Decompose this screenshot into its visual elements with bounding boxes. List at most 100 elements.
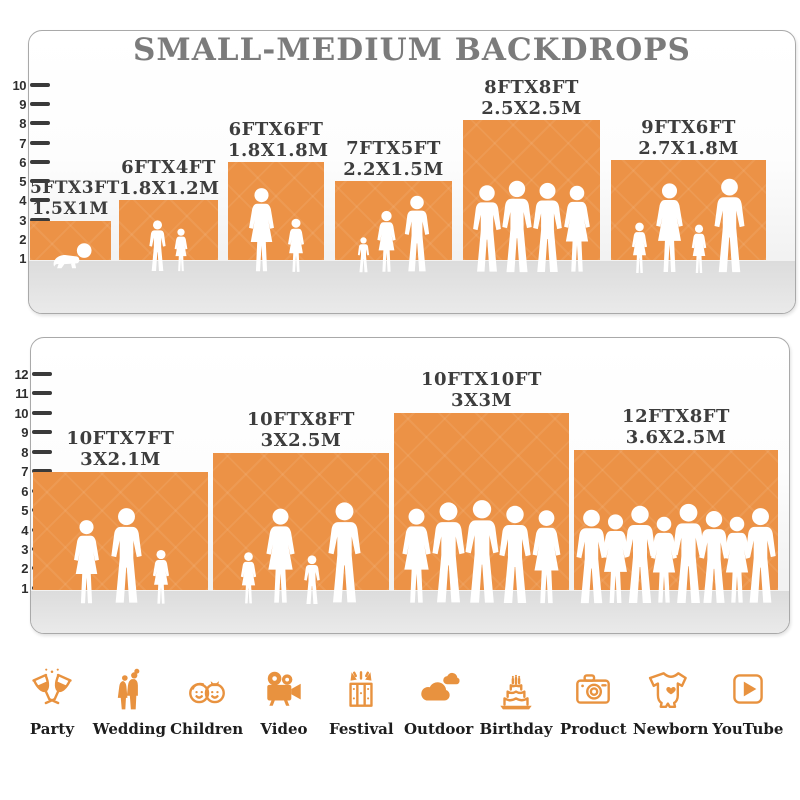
ruler-tick — [30, 120, 50, 126]
ruler-tick — [32, 429, 52, 435]
backdrop-rect-6x6 — [228, 162, 324, 260]
man-silhouette — [497, 505, 533, 605]
category-label: YouTube — [712, 720, 784, 738]
ruler-mark: 11 — [3, 386, 52, 401]
ruler-number: 9 — [19, 96, 26, 112]
man-silhouette — [463, 499, 501, 605]
backdrop-label: 10FTX8FT 3X2.5M — [213, 409, 389, 451]
category-wedding: Wedding — [91, 662, 167, 738]
backdrop-size-ft: 8FTX8FT — [484, 77, 579, 98]
people-silhouettes — [394, 499, 569, 605]
backdrop-label: 8FTX8FT 2.5X2.5M — [463, 77, 600, 119]
backdrop-size-ft: 10FTX7FT — [66, 428, 175, 449]
panel-large: 12 11 10 9 8 7 6 5 4 3 2 1 10FTX7FT 3X2.… — [15, 337, 790, 634]
category-row: Party Wedding — [14, 662, 786, 738]
backdrop-label: 5FTX3FT 1.5X1M — [30, 178, 120, 220]
backdrop-size-m: 1.8X1.8M — [228, 140, 329, 161]
category-label: Video — [260, 720, 308, 738]
man-silhouette — [109, 507, 144, 605]
woman-silhouette — [263, 507, 298, 605]
ruler-number: 12 — [14, 366, 29, 382]
backdrop-size-ft: 6FTX6FT — [228, 119, 324, 140]
people-silhouettes — [228, 187, 324, 273]
category-label: Outdoor — [403, 720, 474, 738]
ruler-tick — [30, 140, 50, 146]
backdrop-size-ft: 7FTX5FT — [346, 138, 441, 159]
category-label: Children — [170, 720, 244, 738]
people-silhouettes — [335, 195, 452, 273]
outdoor-icon — [416, 662, 462, 712]
girl-silhouette — [173, 228, 189, 272]
man-silhouette — [531, 182, 564, 274]
people-silhouettes — [463, 180, 600, 274]
ruler-tick — [30, 101, 50, 107]
ruler-mark: 3 — [1, 213, 50, 228]
category-children: Children — [169, 662, 245, 738]
category-label: Wedding — [92, 720, 166, 738]
backdrop-size-m: 3X2.1M — [80, 449, 161, 470]
child-silhouette — [690, 224, 708, 274]
ruler-tick — [30, 217, 50, 223]
ruler-mark: 9 — [3, 425, 52, 440]
backdrop-rect-12x8 — [574, 450, 778, 590]
ruler-number: 2 — [19, 231, 26, 247]
ruler-mark: 5 — [1, 173, 50, 189]
backdrop-label: 7FTX5FT 2.2X1.5M — [335, 138, 452, 180]
category-product: Product — [555, 662, 631, 738]
ruler-number: 4 — [19, 192, 26, 208]
toddler-silhouette — [357, 237, 370, 273]
girl-silhouette — [630, 222, 649, 274]
category-newborn: Newborn — [633, 662, 709, 738]
ruler-number: 4 — [21, 522, 28, 538]
mother-silhouette — [246, 187, 277, 273]
category-festival: Festival — [323, 662, 399, 738]
ruler-number: 7 — [19, 135, 26, 151]
category-youtube: YouTube — [710, 662, 786, 738]
backdrop-rect-9x6 — [611, 160, 766, 260]
backdrop-rect-10x8 — [213, 453, 389, 590]
ruler-number: 5 — [19, 173, 26, 189]
woman-silhouette — [399, 507, 434, 605]
backdrop-size-ft: 10FTX10FT — [421, 369, 542, 390]
man-silhouette — [430, 501, 467, 605]
video-icon — [261, 662, 307, 712]
backdrop-rect-7x5 — [335, 181, 452, 260]
product-icon — [570, 662, 616, 712]
panel-small-medium: SMALL-MEDIUM BACKDROPS 10 9 8 7 6 5 4 3 … — [13, 30, 796, 314]
category-label: Festival — [329, 720, 394, 738]
ruler-mark: 10 — [1, 78, 50, 93]
backdrop-size-ft: 5FTX3FT — [30, 178, 120, 198]
category-label: Newborn — [632, 720, 709, 738]
ruler-number: 10 — [14, 405, 29, 421]
page-title: SMALL-MEDIUM BACKDROPS — [133, 32, 691, 68]
backdrop-size-m: 1.8X1.2M — [119, 178, 220, 199]
man-silhouette — [500, 180, 534, 274]
people-silhouettes — [119, 220, 218, 272]
ruler-tick — [32, 390, 52, 396]
ruler-number: 7 — [21, 463, 28, 479]
girl-silhouette — [239, 551, 258, 605]
ruler-mark: 10 — [3, 405, 52, 421]
backdrop-label: 10FTX7FT 3X2.1M — [33, 428, 208, 470]
ruler-mark: 8 — [1, 116, 50, 131]
ruler-number: 1 — [21, 580, 28, 596]
backdrop-label: 10FTX10FT 3X3M — [394, 369, 569, 411]
category-label: Party — [29, 720, 75, 738]
ruler-number: 3 — [21, 541, 28, 557]
category-outdoor: Outdoor — [401, 662, 477, 738]
ruler-number: 2 — [21, 560, 28, 576]
ruler-tick — [32, 410, 52, 416]
backdrop-size-ft: 6FTX4FT — [121, 157, 216, 178]
girl-silhouette — [286, 218, 306, 273]
newborn-icon — [648, 662, 694, 712]
ruler-mark: 7 — [3, 463, 52, 479]
man-silhouette — [403, 195, 431, 273]
category-video: Video — [246, 662, 322, 738]
woman-silhouette — [529, 509, 564, 605]
backdrop-size-m: 3X3M — [451, 390, 512, 411]
birthday-icon — [493, 662, 539, 712]
ruler-tick — [30, 159, 50, 165]
backdrop-label: 9FTX6FT 2.7X1.8M — [611, 117, 766, 159]
backdrop-label: 12FTX8FT 3.6X2.5M — [574, 406, 778, 448]
